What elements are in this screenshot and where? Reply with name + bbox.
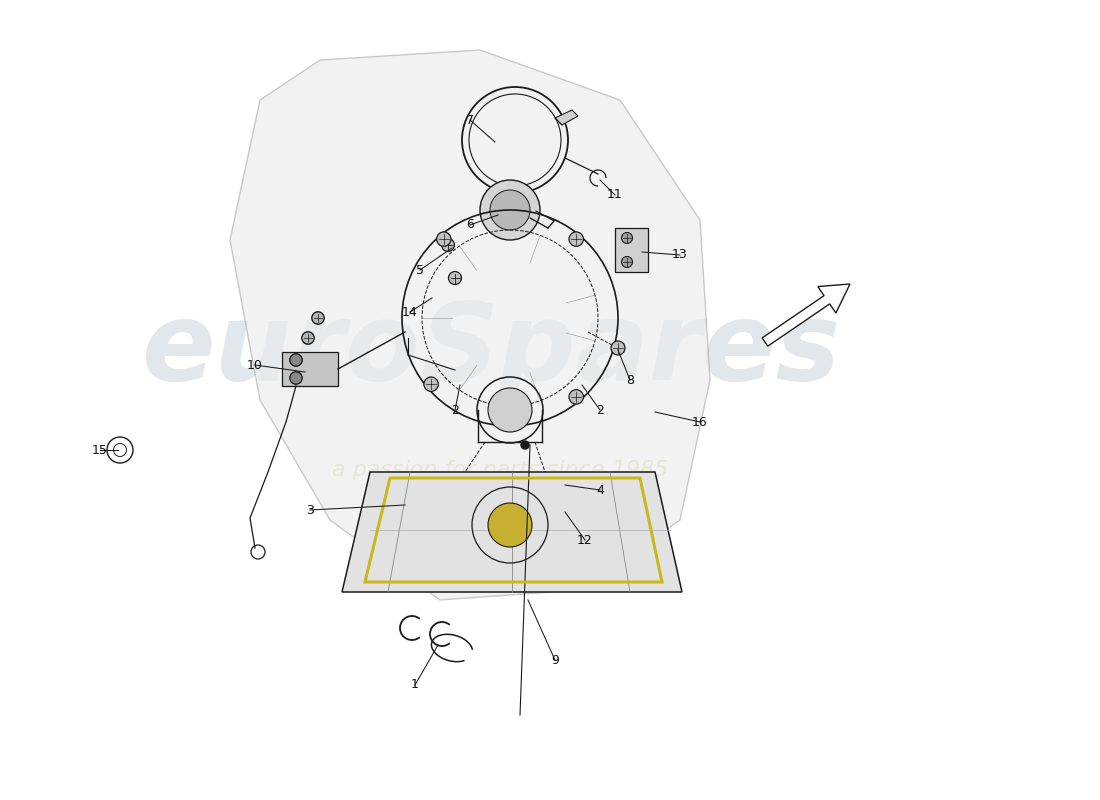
Text: 12: 12 [578,534,593,546]
Text: 16: 16 [692,415,708,429]
Polygon shape [282,352,338,386]
Polygon shape [556,110,578,125]
Text: 15: 15 [92,443,108,457]
Circle shape [449,271,462,285]
Polygon shape [342,472,682,592]
Circle shape [490,190,530,230]
Circle shape [621,233,632,243]
Text: 5: 5 [416,263,424,277]
Text: 3: 3 [306,503,313,517]
Circle shape [610,341,625,355]
Text: 8: 8 [626,374,634,386]
Circle shape [437,232,451,246]
Text: Spares: Spares [420,297,840,403]
Text: 14: 14 [403,306,418,318]
Circle shape [301,332,315,344]
Circle shape [488,388,532,432]
FancyArrow shape [762,284,850,346]
Circle shape [424,377,438,391]
Polygon shape [615,228,648,272]
Circle shape [521,441,529,449]
Text: 2: 2 [451,403,459,417]
Polygon shape [230,50,710,600]
Text: 2: 2 [596,403,604,417]
Circle shape [289,354,302,366]
Circle shape [569,232,583,246]
Circle shape [480,180,540,240]
Circle shape [289,372,302,384]
Text: 10: 10 [248,358,263,371]
Circle shape [488,503,532,547]
Text: 6: 6 [466,218,474,231]
Text: 13: 13 [672,249,688,262]
Circle shape [621,257,632,267]
Circle shape [441,238,454,251]
Text: 1: 1 [411,678,419,691]
Text: 11: 11 [607,189,623,202]
Circle shape [569,390,583,404]
Circle shape [311,312,324,324]
Text: euro: euro [142,297,420,403]
Text: 7: 7 [466,114,474,126]
Text: a passion for parts since 1985: a passion for parts since 1985 [332,460,668,480]
Text: 9: 9 [551,654,559,666]
Text: 4: 4 [596,483,604,497]
